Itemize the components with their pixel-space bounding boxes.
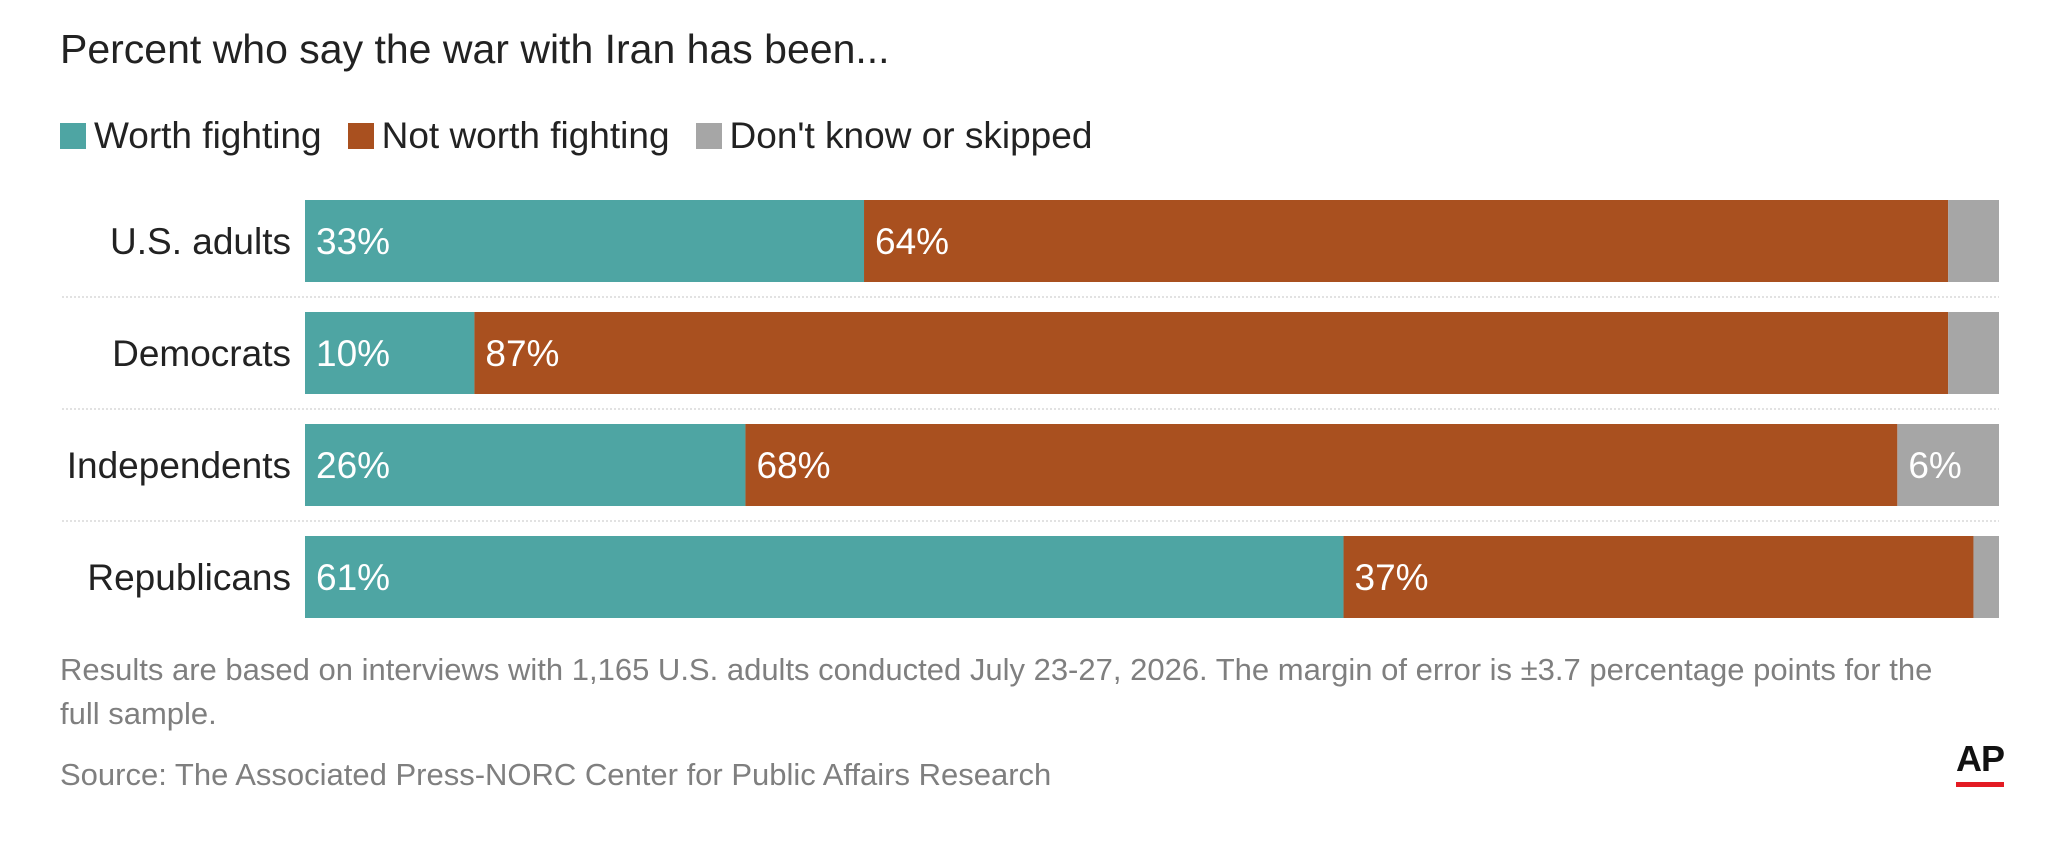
- bar-don-t-know-or-skipped-u-s-adults: [1948, 200, 1999, 282]
- data-label-worth-fighting-republicans: 61%: [316, 557, 390, 598]
- chart-legend: Worth fighting Not worth fighting Don't …: [60, 115, 1118, 157]
- data-label-worth-fighting-democrats: 10%: [316, 333, 390, 374]
- legend-item-not-worth-fighting: Not worth fighting: [347, 115, 670, 157]
- bar-worth-fighting-u-s-adults: [305, 200, 865, 282]
- chart-subtitle: Percent who say the war with Iran has be…: [60, 26, 890, 72]
- legend-swatch-not-worth-fighting: [347, 123, 374, 149]
- data-label-worth-fighting-u-s-adults: 33%: [316, 221, 390, 262]
- data-label-not-worth-fighting-democrats: 87%: [485, 333, 559, 374]
- legend-item-worth-fighting: Worth fighting: [60, 115, 322, 157]
- ap-logo-text: AP: [1956, 738, 2005, 779]
- bar-don-t-know-or-skipped-republicans: [1973, 536, 1999, 618]
- bar-worth-fighting-independents: [305, 424, 746, 506]
- category-label-democrats: Democrats: [112, 333, 291, 374]
- methodology-note: Results are based on interviews with 1,1…: [60, 652, 1933, 731]
- data-label-don-t-know-or-skipped-independents: 6%: [1908, 445, 1961, 486]
- category-label-u-s-adults: U.S. adults: [110, 221, 291, 262]
- legend-item-dont-know: Don't know or skipped: [695, 115, 1093, 157]
- data-label-not-worth-fighting-republicans: 37%: [1355, 557, 1429, 598]
- bar-worth-fighting-democrats: [305, 312, 475, 394]
- category-label-independents: Independents: [67, 445, 291, 486]
- bar-not-worth-fighting-democrats: [474, 312, 1949, 394]
- legend-swatch-worth-fighting: [60, 123, 86, 149]
- legend-label-dont-know: Don't know or skipped: [729, 115, 1093, 156]
- legend-swatch-dont-know: [695, 123, 722, 149]
- data-label-worth-fighting-independents: 26%: [316, 445, 390, 486]
- legend-label-worth-fighting: Worth fighting: [94, 115, 322, 156]
- bar-don-t-know-or-skipped-independents: [1897, 424, 1999, 506]
- bar-not-worth-fighting-republicans: [1343, 536, 1974, 618]
- data-label-not-worth-fighting-independents: 68%: [756, 445, 830, 486]
- category-label-republicans: Republicans: [87, 557, 291, 598]
- stacked-bar-chart: U.S. adults 33% 64% Democrats 10% 87% Independ…: [62, 200, 1999, 618]
- source-credit: Source: The Associated Press-NORC Center…: [60, 757, 1052, 792]
- bar-worth-fighting-republicans: [305, 536, 1344, 618]
- bar-not-worth-fighting-independents: [745, 424, 1898, 506]
- ap-logo-underline: [1956, 782, 2004, 787]
- ap-logo: AP: [1956, 738, 2005, 787]
- data-label-not-worth-fighting-u-s-adults: 64%: [875, 221, 949, 262]
- legend-label-not-worth-fighting: Not worth fighting: [381, 115, 670, 156]
- bar-don-t-know-or-skipped-democrats: [1948, 312, 1999, 394]
- bar-not-worth-fighting-u-s-adults: [864, 200, 1949, 282]
